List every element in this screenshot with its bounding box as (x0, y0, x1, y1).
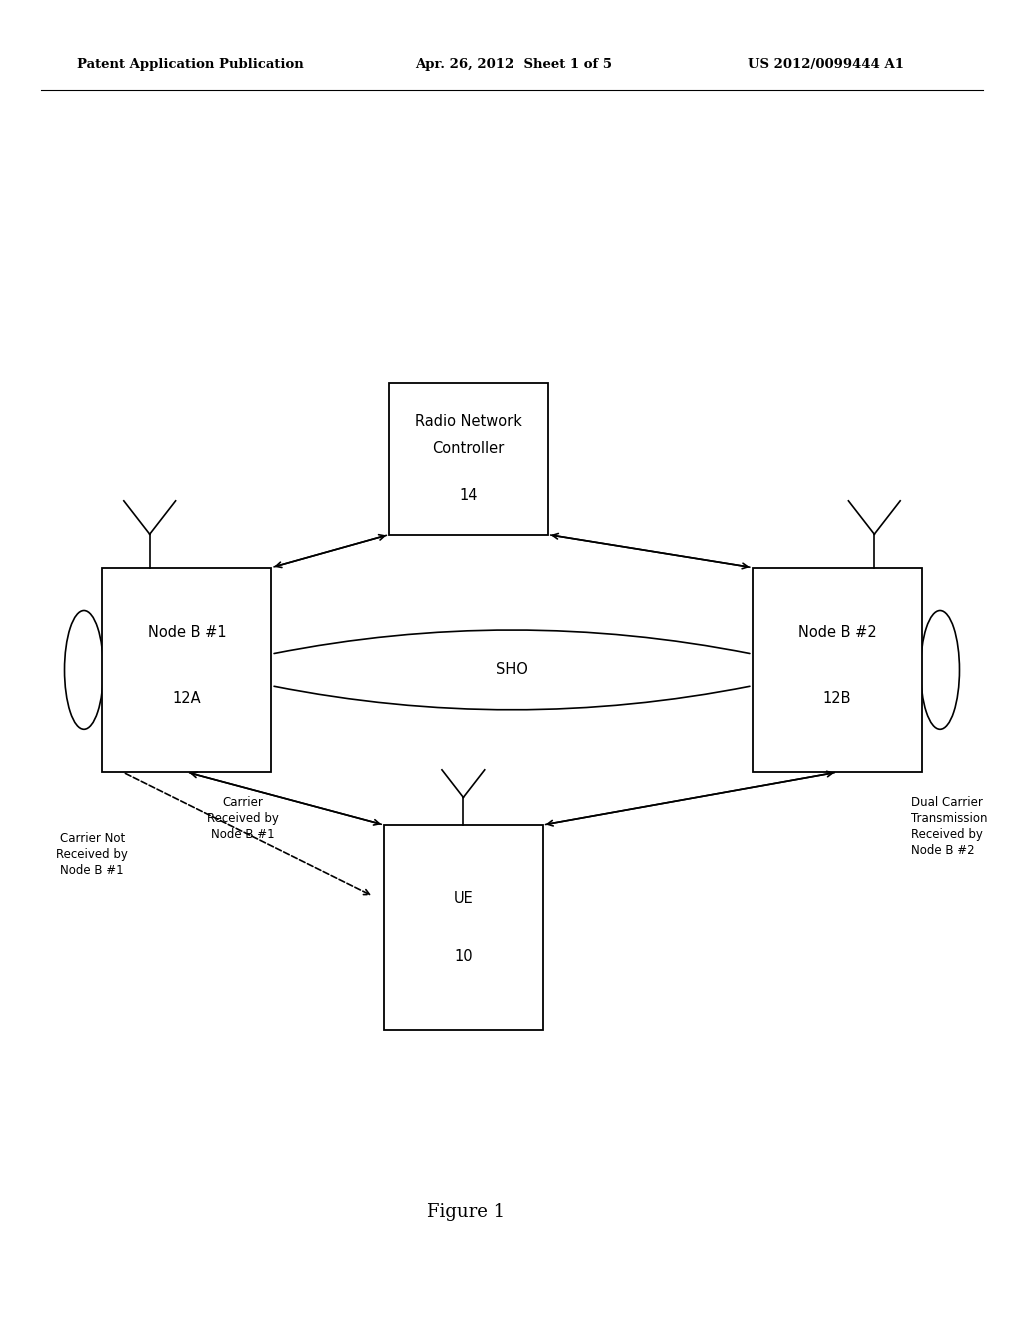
Text: UE: UE (454, 891, 473, 906)
Text: Controller: Controller (432, 441, 505, 455)
Text: Carrier Not
Received by
Node B #1: Carrier Not Received by Node B #1 (56, 832, 128, 876)
Text: Apr. 26, 2012  Sheet 1 of 5: Apr. 26, 2012 Sheet 1 of 5 (415, 58, 611, 71)
Bar (384, 825, 543, 1030)
Text: 14: 14 (459, 488, 478, 503)
Text: 12B: 12B (823, 692, 851, 706)
Text: Radio Network: Radio Network (415, 414, 522, 429)
Text: Node B #1: Node B #1 (147, 626, 226, 640)
Text: Node B #2: Node B #2 (798, 626, 877, 640)
Text: 10: 10 (454, 949, 473, 964)
Text: SHO: SHO (496, 663, 528, 677)
Text: Patent Application Publication: Patent Application Publication (77, 58, 303, 71)
Bar (753, 568, 922, 772)
Text: 12A: 12A (173, 692, 201, 706)
Text: US 2012/0099444 A1: US 2012/0099444 A1 (748, 58, 903, 71)
Bar (102, 568, 271, 772)
Text: Figure 1: Figure 1 (427, 1203, 505, 1221)
Ellipse shape (921, 610, 959, 729)
Text: Carrier
Received by
Node B #1: Carrier Received by Node B #1 (207, 796, 280, 841)
Bar (389, 383, 548, 535)
Ellipse shape (65, 610, 103, 729)
Text: Dual Carrier
Transmission
Received by
Node B #2: Dual Carrier Transmission Received by No… (911, 796, 988, 857)
